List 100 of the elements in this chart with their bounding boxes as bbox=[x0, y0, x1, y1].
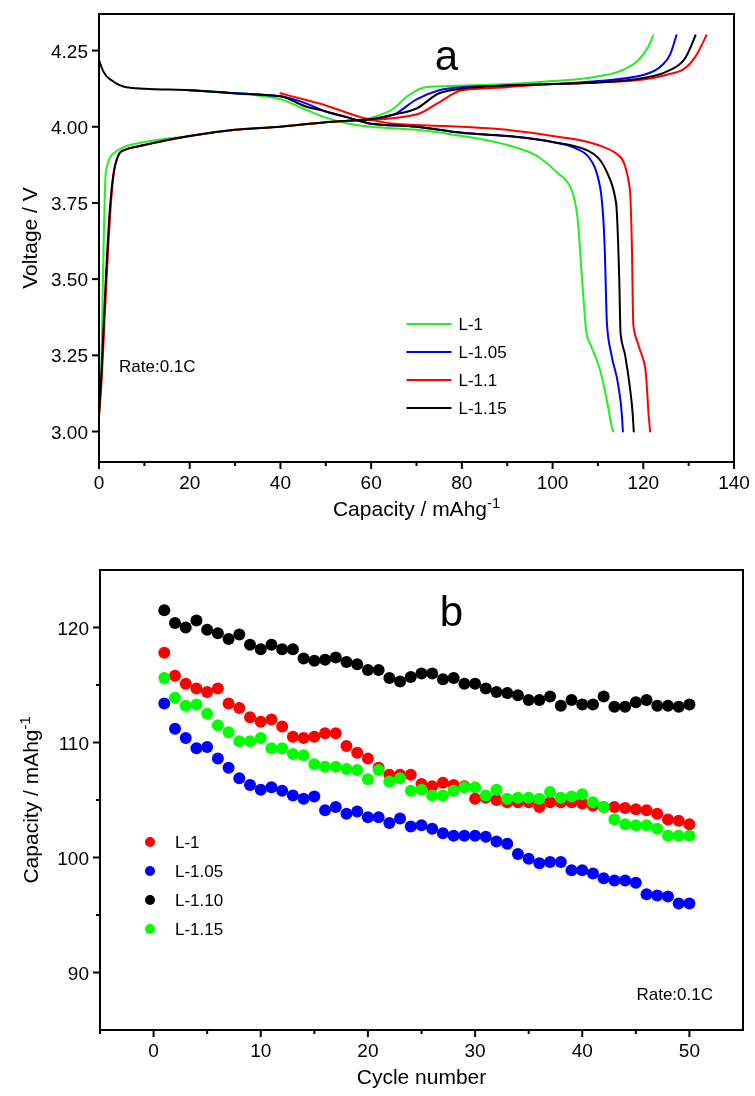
point bbox=[372, 664, 385, 677]
point bbox=[361, 664, 374, 677]
point bbox=[222, 726, 235, 739]
point bbox=[436, 827, 449, 840]
point bbox=[394, 675, 407, 688]
point bbox=[169, 669, 182, 682]
point bbox=[501, 837, 514, 850]
point bbox=[576, 864, 589, 877]
point bbox=[297, 652, 310, 665]
x-tick-label: 0 bbox=[148, 1040, 159, 1061]
y-tick-label: 4.25 bbox=[51, 40, 88, 62]
annotation: Rate:0.1C bbox=[119, 357, 196, 376]
point bbox=[308, 790, 321, 803]
point bbox=[179, 699, 192, 712]
point bbox=[522, 852, 535, 865]
point bbox=[244, 638, 257, 651]
point bbox=[683, 897, 696, 910]
point bbox=[469, 792, 482, 805]
point bbox=[479, 682, 492, 695]
point bbox=[619, 802, 632, 815]
point bbox=[629, 819, 642, 832]
point bbox=[683, 698, 696, 711]
point bbox=[297, 792, 310, 805]
point bbox=[683, 829, 696, 842]
point bbox=[629, 696, 642, 709]
point bbox=[169, 722, 182, 735]
point bbox=[661, 813, 674, 826]
point bbox=[404, 670, 417, 683]
point bbox=[426, 822, 439, 835]
y-tick-label: 120 bbox=[57, 617, 89, 639]
point bbox=[329, 760, 342, 773]
annotation: Rate:0.1C bbox=[636, 985, 713, 1004]
legend-label: L-1.05 bbox=[458, 343, 507, 362]
x-tick-label: 40 bbox=[571, 1040, 593, 1061]
x-tick-label: 10 bbox=[250, 1040, 272, 1061]
point bbox=[308, 758, 321, 771]
point bbox=[565, 864, 578, 877]
point bbox=[351, 805, 364, 818]
point bbox=[361, 773, 374, 786]
point bbox=[383, 817, 396, 829]
point bbox=[415, 819, 428, 832]
point bbox=[286, 730, 299, 743]
point bbox=[372, 811, 385, 824]
x-tick-label: 140 bbox=[718, 472, 750, 493]
legend-label: L-1 bbox=[458, 315, 484, 334]
point bbox=[265, 713, 278, 726]
point bbox=[608, 800, 621, 813]
point bbox=[629, 876, 642, 889]
point bbox=[447, 829, 460, 842]
point bbox=[286, 789, 299, 802]
point bbox=[522, 693, 535, 706]
legend-label: L-1 bbox=[175, 833, 200, 852]
point bbox=[351, 658, 364, 671]
point bbox=[254, 715, 267, 728]
point bbox=[254, 731, 267, 744]
point bbox=[158, 646, 171, 659]
point bbox=[586, 867, 599, 880]
x-tick-label: 50 bbox=[678, 1040, 700, 1061]
point bbox=[661, 699, 674, 712]
x-tick-label: 20 bbox=[179, 472, 201, 493]
point bbox=[661, 829, 674, 842]
point bbox=[436, 789, 449, 802]
point bbox=[222, 761, 235, 774]
point bbox=[522, 791, 535, 804]
point bbox=[158, 604, 171, 617]
point bbox=[533, 792, 546, 805]
point bbox=[533, 693, 546, 706]
point bbox=[319, 804, 332, 817]
point bbox=[661, 890, 674, 903]
point bbox=[233, 772, 246, 785]
point bbox=[619, 818, 632, 831]
point bbox=[276, 742, 289, 755]
point bbox=[190, 614, 203, 627]
x-tick-label: 100 bbox=[536, 472, 569, 493]
point bbox=[190, 682, 203, 695]
legend-label: L-1.1 bbox=[458, 371, 498, 390]
point bbox=[340, 656, 353, 668]
point bbox=[297, 731, 310, 744]
point bbox=[265, 781, 278, 794]
y-tick-label: 90 bbox=[67, 962, 89, 984]
point bbox=[511, 848, 524, 861]
point bbox=[597, 872, 610, 885]
point bbox=[458, 829, 471, 842]
point bbox=[329, 800, 342, 813]
point bbox=[265, 742, 278, 755]
x-tick-label: 80 bbox=[451, 472, 473, 493]
y-tick-label: 100 bbox=[57, 847, 89, 869]
point bbox=[383, 775, 396, 788]
point bbox=[233, 628, 246, 641]
chart-title: a bbox=[434, 32, 459, 79]
point bbox=[340, 807, 353, 820]
point bbox=[190, 698, 203, 711]
legend-label: L-1.15 bbox=[175, 920, 224, 939]
point bbox=[640, 693, 653, 706]
point bbox=[329, 727, 342, 740]
point bbox=[276, 720, 289, 733]
point bbox=[533, 857, 546, 870]
chart-title: b bbox=[439, 588, 464, 635]
point bbox=[319, 760, 332, 773]
point bbox=[608, 874, 621, 887]
